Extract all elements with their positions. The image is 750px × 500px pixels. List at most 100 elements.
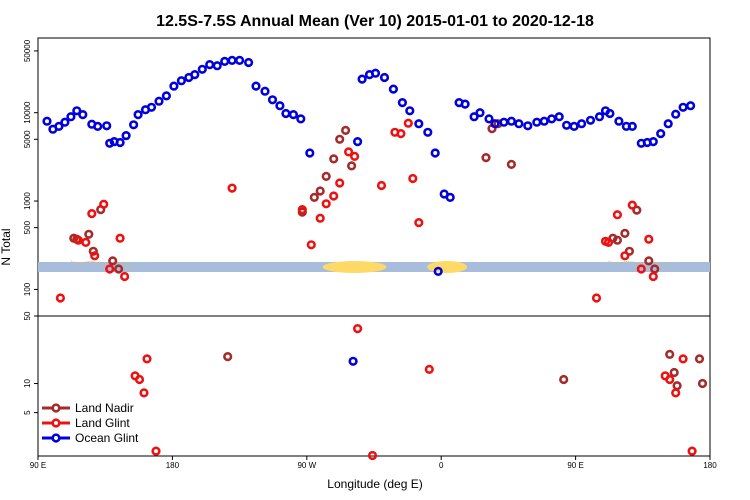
band-highlight [427,261,468,273]
data-point [119,271,130,282]
data-point [585,115,596,125]
data-point [648,137,658,147]
data-point [341,125,351,135]
data-point [105,264,115,274]
data-point [697,378,708,389]
data-point [134,374,145,385]
data-point [433,266,443,277]
y-tick-label: 50000 [23,39,32,62]
x-tick-label: 180 [166,461,180,470]
data-point [296,114,306,124]
data-point [329,154,339,164]
series-ocean-glint [42,55,696,366]
data-point [506,159,517,169]
data-point [197,64,207,74]
data-point [350,151,360,161]
data-point [614,116,624,126]
legend-label: Ocean Glint [75,431,139,445]
data-point [93,121,103,131]
data-point [108,256,118,266]
data-point [481,153,491,163]
data-point [121,131,131,141]
data-point [388,84,399,94]
y-tick-label: 5000 [23,130,32,148]
data-point [627,200,637,210]
data-point [115,233,125,243]
data-point [133,109,143,120]
data-point [669,367,679,378]
data-point [60,117,70,127]
data-point [81,237,91,247]
data-point [66,112,76,122]
data-point [620,228,630,238]
data-point [244,57,254,68]
data-point [212,61,222,71]
series-group [42,55,708,461]
data-point [102,121,112,131]
data-point [321,199,331,209]
y-tick-label: 1000 [23,192,32,210]
data-point [344,147,354,157]
data-point [73,235,83,245]
data-point [379,72,390,83]
y-tick-label: 100 [23,282,32,296]
data-point [288,109,299,120]
data-point [113,264,124,274]
data-point [129,120,139,130]
data-point [632,205,642,215]
data-point [275,101,285,111]
data-point [523,121,533,131]
data-point [335,178,345,188]
data-point [591,293,602,303]
plot-area [37,37,711,457]
data-point [306,240,316,250]
data-point [72,106,82,116]
data-point [559,374,569,385]
data-point [663,119,673,129]
data-point [235,55,245,66]
x-axis: 90 E 180 90 W 0 90 E 180 [30,456,717,470]
data-point [146,102,157,112]
data-point [99,199,109,209]
data-point [309,192,319,202]
data-point [88,246,98,256]
data-point [357,74,367,84]
band-highlight [322,261,387,273]
data-point [54,121,64,131]
data-point [396,129,406,139]
data-point [605,108,615,119]
data-point [223,352,233,362]
data-point [353,324,363,334]
data-point [315,213,325,223]
data-point [353,137,363,147]
data-point [514,119,524,129]
data-point [612,235,623,245]
data-point [335,134,345,144]
data-point [603,237,614,247]
data-point [506,116,517,126]
band-trace [70,260,131,268]
data-point [627,121,637,131]
data-point [484,114,494,124]
x-axis-label: Longitude (deg E) [327,477,422,491]
data-point [142,354,152,364]
data-point [644,234,654,244]
data-point [161,91,171,101]
data-point [347,161,357,171]
data-point [376,180,387,191]
data-point [267,95,278,105]
y-tick-label: 10000 [23,101,32,124]
data-point [624,246,635,256]
plot-frame [37,37,711,457]
data-point [260,86,270,96]
y-axis-label: N Total [0,228,13,265]
y-tick-label: 50 [23,311,32,320]
data-point [90,251,100,261]
data-point [636,264,646,274]
data-point [321,171,331,181]
data-point [594,112,605,122]
data-point [190,69,200,80]
data-point [576,119,587,129]
data-point [656,129,666,139]
data-point [367,450,378,461]
